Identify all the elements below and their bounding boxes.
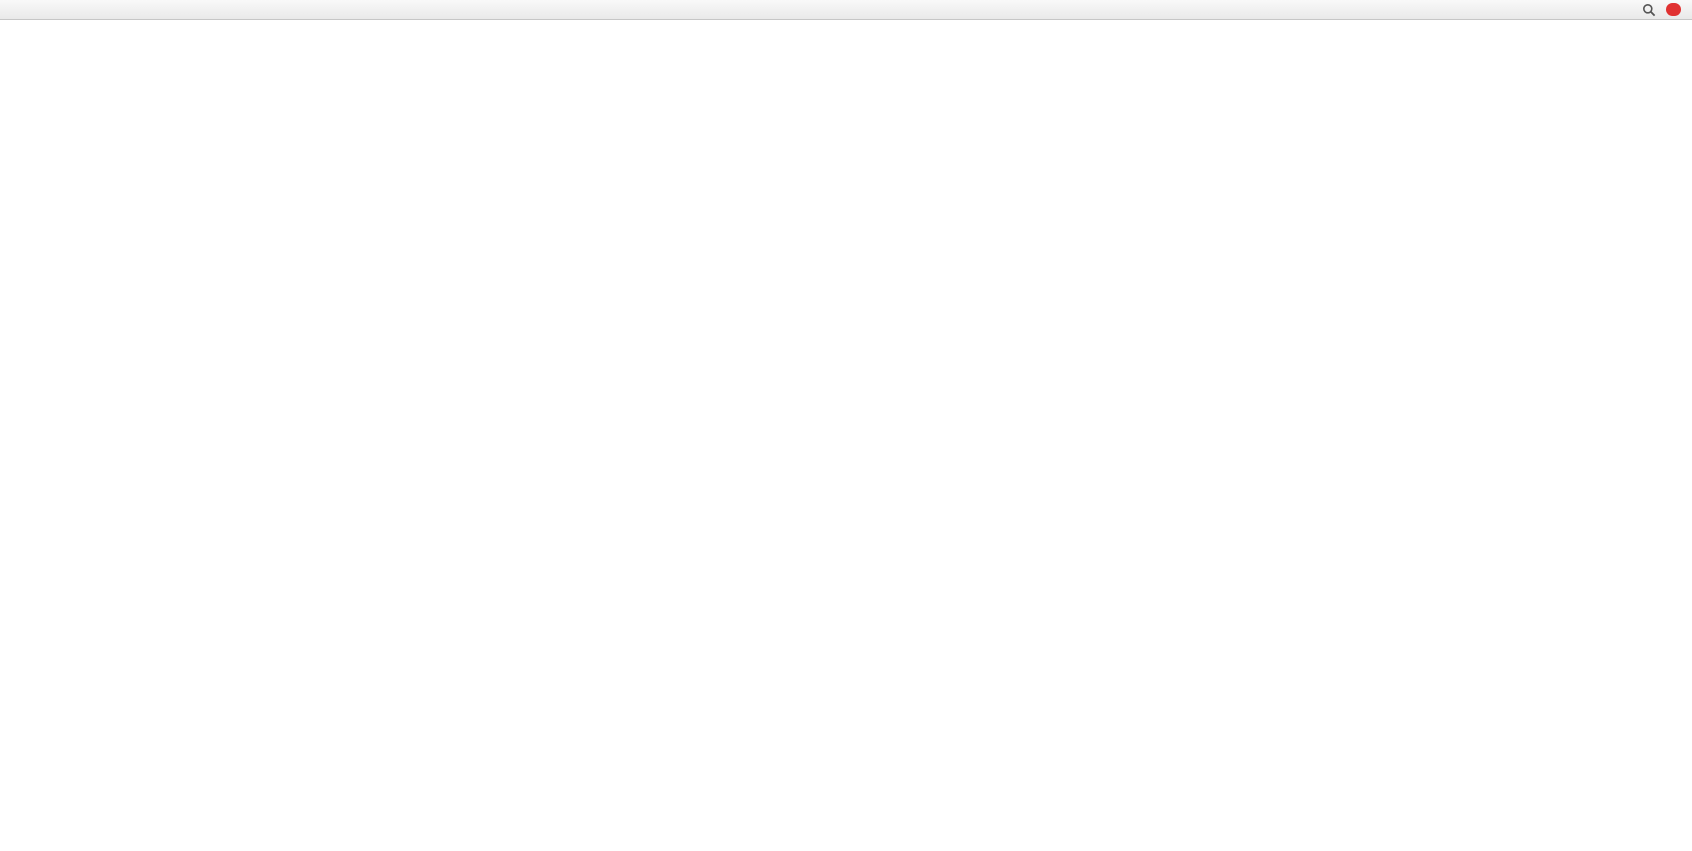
search-button[interactable] xyxy=(1637,1,1661,18)
search-icon xyxy=(1643,3,1656,16)
chart-area[interactable] xyxy=(0,20,1692,851)
chart-canvas[interactable] xyxy=(0,20,1692,851)
notification-badge[interactable] xyxy=(1666,3,1681,16)
toolbar xyxy=(0,0,1692,20)
